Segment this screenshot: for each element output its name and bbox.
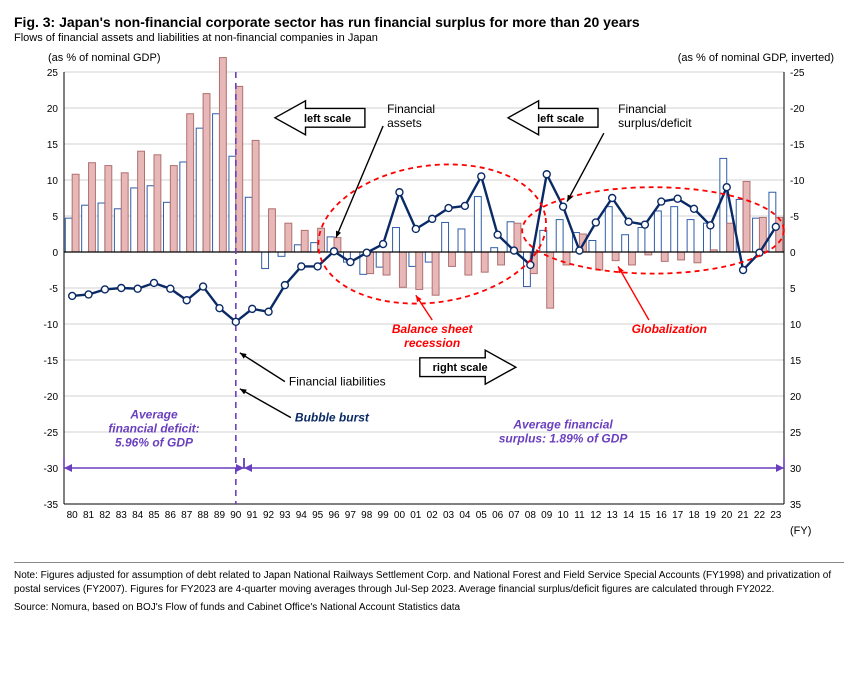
svg-text:-35: -35 [44,500,59,511]
svg-text:-15: -15 [790,140,805,151]
svg-text:06: 06 [492,510,504,521]
svg-text:Average: Average [129,407,178,421]
svg-text:Financial: Financial [387,102,435,116]
svg-text:assets: assets [387,116,422,130]
svg-text:Financial liabilities: Financial liabilities [289,375,386,389]
svg-text:Balance sheet: Balance sheet [392,322,474,336]
svg-text:86: 86 [165,510,177,521]
svg-text:08: 08 [525,510,537,521]
svg-text:surplus: 1.89% of GDP: surplus: 1.89% of GDP [499,431,629,445]
svg-text:-5: -5 [790,212,799,223]
svg-text:23: 23 [770,510,782,521]
chart-svg: -3535-3030-2525-2020-1515-1010-55005-510… [14,52,844,552]
svg-text:-15: -15 [44,356,59,367]
svg-text:97: 97 [345,510,357,521]
svg-text:00: 00 [394,510,406,521]
svg-text:5: 5 [52,212,58,223]
svg-text:20: 20 [721,510,733,521]
svg-text:-25: -25 [44,428,59,439]
svg-text:recession: recession [404,336,460,350]
svg-text:22: 22 [754,510,766,521]
svg-text:Globalization: Globalization [632,322,707,336]
svg-text:11: 11 [574,510,585,521]
svg-text:5.96% of GDP: 5.96% of GDP [115,435,194,449]
svg-text:92: 92 [263,510,275,521]
svg-text:-5: -5 [49,284,58,295]
svg-text:09: 09 [541,510,553,521]
svg-text:91: 91 [247,510,259,521]
figure-title: Fig. 3: Japan's non-financial corporate … [14,14,865,30]
svg-text:83: 83 [116,510,128,521]
svg-text:0: 0 [790,248,796,259]
svg-text:81: 81 [83,510,95,521]
svg-text:18: 18 [688,510,700,521]
svg-text:-30: -30 [44,464,59,475]
svg-text:89: 89 [214,510,226,521]
svg-text:17: 17 [672,510,684,521]
svg-text:05: 05 [476,510,488,521]
svg-text:-20: -20 [44,392,59,403]
svg-text:Financial: Financial [618,102,666,116]
figure-subtitle: Flows of financial assets and liabilitie… [14,32,865,44]
svg-text:90: 90 [230,510,242,521]
svg-text:80: 80 [67,510,79,521]
svg-text:21: 21 [738,510,750,521]
svg-text:95: 95 [312,510,324,521]
svg-text:-10: -10 [790,176,805,187]
svg-text:0: 0 [52,248,58,259]
svg-text:35: 35 [790,500,802,511]
svg-text:-25: -25 [790,68,805,79]
svg-text:20: 20 [47,104,59,115]
svg-text:Bubble burst: Bubble burst [295,411,370,425]
figure-source: Source: Nomura, based on BOJ's Flow of f… [14,602,865,613]
svg-text:30: 30 [790,464,802,475]
svg-text:financial deficit:: financial deficit: [108,421,199,435]
svg-text:left scale: left scale [537,113,584,125]
y-axis-label-left: (as % of nominal GDP) [48,52,160,64]
svg-text:25: 25 [790,428,802,439]
svg-text:left scale: left scale [304,113,351,125]
figure-note: Note: Figures adjusted for assumption of… [14,562,844,596]
svg-text:10: 10 [558,510,570,521]
svg-text:98: 98 [361,510,373,521]
svg-text:15: 15 [639,510,651,521]
svg-text:93: 93 [279,510,291,521]
svg-text:14: 14 [623,510,635,521]
svg-text:15: 15 [47,140,59,151]
svg-text:13: 13 [607,510,619,521]
svg-text:85: 85 [148,510,160,521]
svg-text:Average financial: Average financial [512,417,613,431]
svg-text:04: 04 [459,510,471,521]
svg-text:82: 82 [99,510,111,521]
svg-text:03: 03 [443,510,455,521]
svg-text:16: 16 [656,510,668,521]
svg-text:(FY): (FY) [790,525,811,537]
svg-text:19: 19 [705,510,717,521]
svg-text:84: 84 [132,510,144,521]
svg-text:surplus/deficit: surplus/deficit [618,116,692,130]
svg-text:88: 88 [198,510,210,521]
svg-text:-20: -20 [790,104,805,115]
svg-text:12: 12 [590,510,602,521]
y-axis-label-right: (as % of nominal GDP, inverted) [678,52,834,64]
svg-text:5: 5 [790,284,796,295]
svg-text:01: 01 [410,510,422,521]
svg-text:96: 96 [328,510,340,521]
chart-container: (as % of nominal GDP) (as % of nominal G… [14,52,844,552]
svg-text:25: 25 [47,68,59,79]
svg-text:87: 87 [181,510,193,521]
svg-text:-10: -10 [44,320,59,331]
svg-text:99: 99 [378,510,390,521]
svg-text:07: 07 [508,510,520,521]
svg-text:02: 02 [427,510,439,521]
svg-text:15: 15 [790,356,802,367]
svg-text:10: 10 [47,176,59,187]
svg-text:20: 20 [790,392,802,403]
svg-text:right scale: right scale [433,362,488,374]
svg-text:10: 10 [790,320,802,331]
svg-text:94: 94 [296,510,308,521]
